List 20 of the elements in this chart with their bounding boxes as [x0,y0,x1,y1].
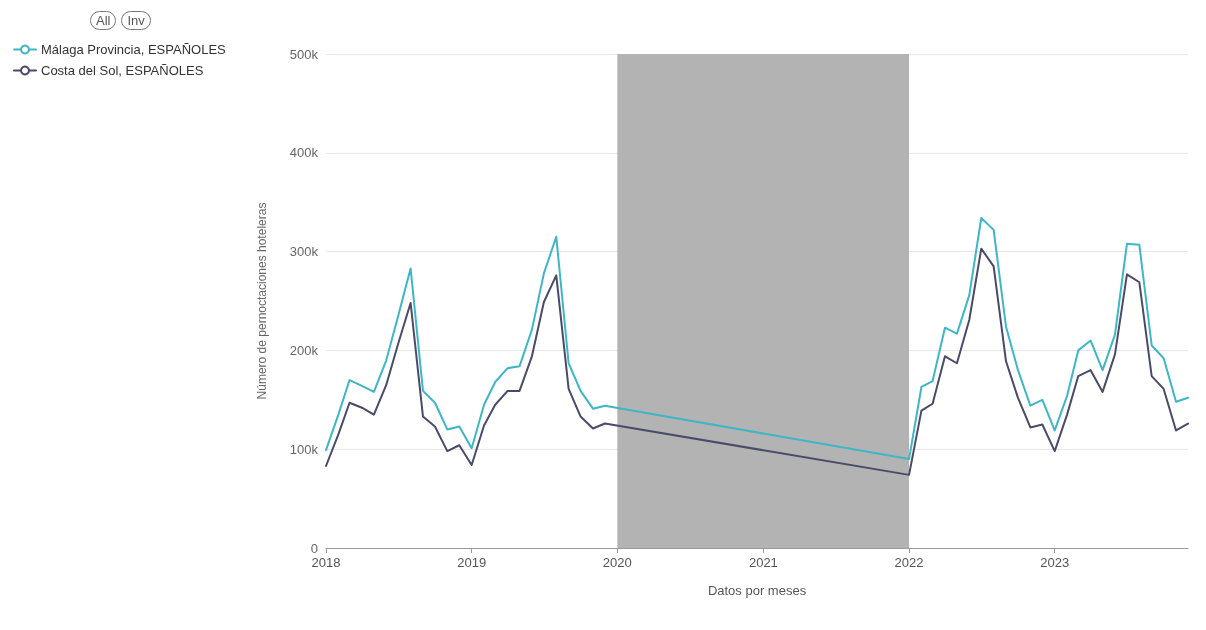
x-tick-label: 2023 [1040,555,1070,570]
x-tick-label: 2022 [894,555,924,570]
legend-label: Málaga Provincia, ESPAÑOLES [41,42,227,57]
x-tick-label: 2019 [457,555,487,570]
y-tick-label: 0 [310,540,318,556]
y-tick-label: 400k [289,145,319,161]
y-axis-title: Número de pernoctaciones hoteleras [255,202,269,400]
x-tick-label: 2021 [748,555,778,570]
y-tick-label: 500k [289,46,319,62]
line-series [325,247,1189,476]
y-tick-label: 200k [289,342,319,358]
text: All [90,11,117,30]
x-axis-title: Datos por meses [707,583,807,598]
line-series [325,217,1189,461]
text: Inv [121,11,151,30]
x-tick-label: 2018 [311,555,341,570]
legend-label: Costa del Sol, ESPAÑOLES [41,63,204,78]
x-tick-label: 2020 [602,555,632,570]
y-tick-label: 100k [289,441,319,457]
y-tick-label: 300k [289,244,319,260]
